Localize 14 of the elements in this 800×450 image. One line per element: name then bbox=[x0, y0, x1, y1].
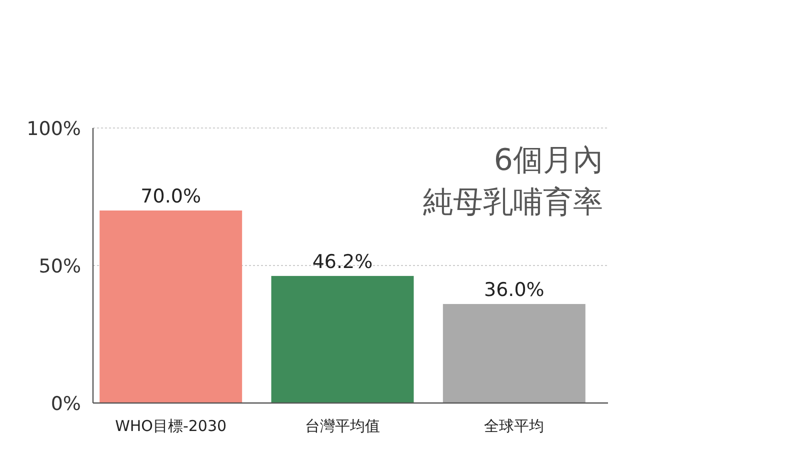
y-tick-label: 0% bbox=[50, 393, 81, 415]
bar bbox=[100, 210, 242, 403]
x-tick-label: WHO目標-2030 bbox=[115, 417, 227, 435]
x-tick-label: 全球平均 bbox=[484, 417, 544, 435]
bar bbox=[271, 276, 414, 403]
bar bbox=[442, 304, 586, 403]
data-label: 46.2% bbox=[312, 250, 373, 273]
text: 純母乳哺育率 bbox=[423, 185, 603, 220]
data-label: 70.0% bbox=[140, 186, 202, 208]
y-tick-label: 100% bbox=[26, 118, 81, 140]
data-label: 36.0% bbox=[484, 279, 544, 301]
y-tick-label: 50% bbox=[38, 256, 81, 278]
x-tick-label: 台灣平均值 bbox=[305, 417, 380, 435]
text: 6個月內 bbox=[494, 143, 603, 178]
